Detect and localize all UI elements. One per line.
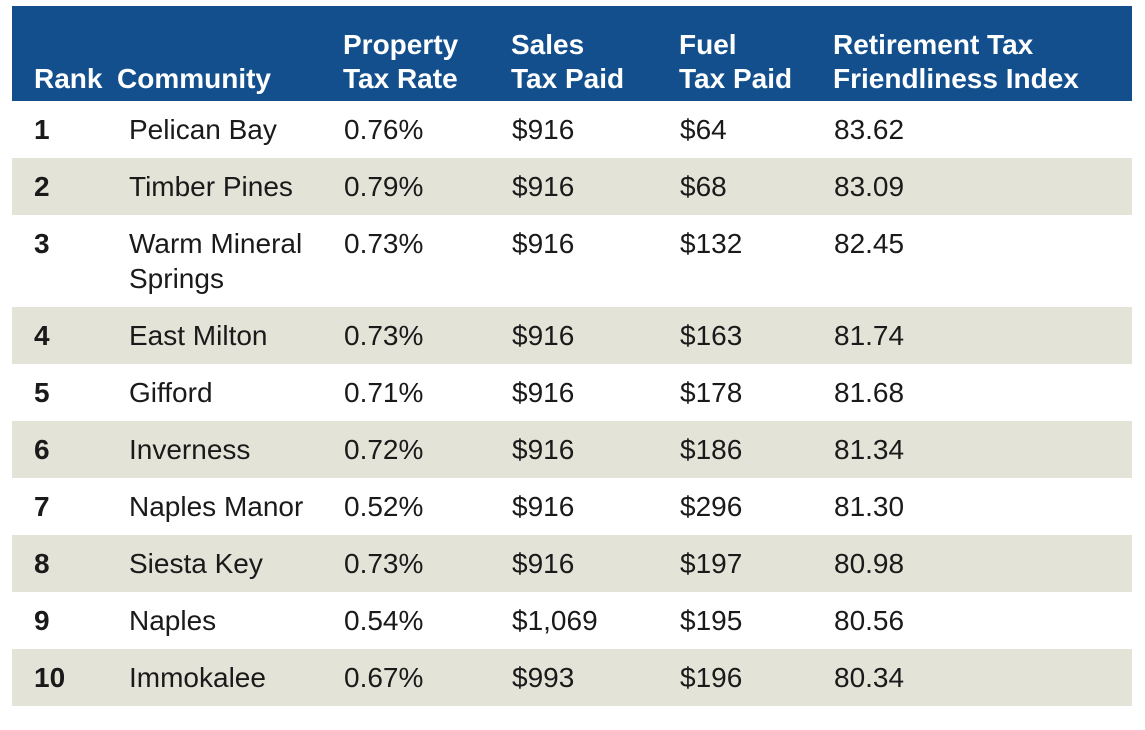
community-cell: Siesta Key	[129, 548, 263, 579]
table-row: 5 Gifford 0.71% $916 $178 81.68	[12, 364, 1132, 421]
property-tax-rate-cell: 0.73%	[344, 228, 424, 259]
fuel-tax-paid-cell: $132	[680, 228, 743, 259]
table-row: 7 Naples Manor 0.52% $916 $296 81.30	[12, 478, 1132, 535]
property-tax-rate-cell: 0.73%	[344, 320, 424, 351]
sales-tax-paid-cell: $916	[512, 171, 575, 202]
property-tax-rate-cell: 0.79%	[344, 171, 424, 202]
sales-tax-paid-cell: $916	[512, 377, 575, 408]
fuel-tax-paid-cell: $186	[680, 434, 743, 465]
fuel-tax-paid-cell: $197	[680, 548, 743, 579]
friendliness-index-cell: 81.30	[834, 491, 905, 522]
header-row: Rank Community Property Tax Rate Sales T…	[12, 6, 1132, 101]
sales-tax-paid-cell: $916	[512, 320, 575, 351]
rank-cell: 9	[34, 605, 50, 636]
property-tax-rate-cell: 0.71%	[344, 377, 424, 408]
sales-tax-paid-cell: $916	[512, 548, 575, 579]
header-community: Community	[117, 63, 271, 94]
community-cell: Warm Mineral Springs	[129, 228, 303, 294]
header-property-tax-rate: Property Tax Rate	[343, 29, 459, 94]
header-rank: Rank	[34, 63, 103, 94]
fuel-tax-paid-cell: $68	[680, 171, 727, 202]
rank-cell: 1	[34, 114, 50, 145]
property-tax-rate-cell: 0.73%	[344, 548, 424, 579]
table-row: 8 Siesta Key 0.73% $916 $197 80.98	[12, 535, 1132, 592]
fuel-tax-paid-cell: $163	[680, 320, 743, 351]
fuel-tax-paid-cell: $196	[680, 662, 743, 693]
table-row: 4 East Milton 0.73% $916 $163 81.74	[12, 307, 1132, 364]
table-row: 9 Naples 0.54% $1,069 $195 80.56	[12, 592, 1132, 649]
fuel-tax-paid-cell: $195	[680, 605, 743, 636]
community-cell: Timber Pines	[129, 171, 293, 202]
rank-cell: 8	[34, 548, 50, 579]
table-row: 2 Timber Pines 0.79% $916 $68 83.09	[12, 158, 1132, 215]
community-cell: Gifford	[129, 377, 213, 408]
friendliness-index-cell: 81.34	[834, 434, 905, 465]
friendliness-index-cell: 80.56	[834, 605, 905, 636]
table-row: 1 Pelican Bay 0.76% $916 $64 83.62	[12, 101, 1132, 158]
table-row: 3 Warm Mineral Springs 0.73% $916 $132 82…	[12, 215, 1132, 307]
rank-cell: 5	[34, 377, 50, 408]
fuel-tax-paid-cell: $64	[680, 114, 727, 145]
header-sales-tax-paid: Sales Tax Paid	[511, 29, 625, 94]
table-body: 1 Pelican Bay 0.76% $916 $64 83.62 2 Tim…	[12, 101, 1132, 706]
community-cell: Naples Manor	[129, 491, 304, 522]
table-row: 10 Immokalee 0.67% $993 $196 80.34	[12, 649, 1132, 706]
community-cell: Pelican Bay	[129, 114, 277, 145]
table-row: 6 Inverness 0.72% $916 $186 81.34	[12, 421, 1132, 478]
table-header: Rank Community Property Tax Rate Sales T…	[12, 6, 1132, 101]
property-tax-rate-cell: 0.54%	[344, 605, 424, 636]
sales-tax-paid-cell: $1,069	[512, 605, 598, 636]
rank-cell: 7	[34, 491, 50, 522]
friendliness-index-cell: 83.09	[834, 171, 905, 202]
sales-tax-paid-cell: $916	[512, 114, 575, 145]
rank-cell: 6	[34, 434, 50, 465]
friendliness-index-cell: 83.62	[834, 114, 905, 145]
sales-tax-paid-cell: $916	[512, 491, 575, 522]
rank-cell: 10	[34, 662, 66, 693]
friendliness-index-cell: 80.34	[834, 662, 905, 693]
friendliness-index-cell: 81.68	[834, 377, 905, 408]
header-friendliness-index: Retirement Tax Friendliness Index	[833, 29, 1079, 94]
community-cell: Immokalee	[129, 662, 266, 693]
property-tax-rate-cell: 0.76%	[344, 114, 424, 145]
property-tax-rate-cell: 0.72%	[344, 434, 424, 465]
community-cell: East Milton	[129, 320, 268, 351]
fuel-tax-paid-cell: $178	[680, 377, 743, 408]
property-tax-rate-cell: 0.67%	[344, 662, 424, 693]
rank-cell: 4	[34, 320, 50, 351]
rank-cell: 2	[34, 171, 50, 202]
friendliness-index-cell: 81.74	[834, 320, 905, 351]
header-fuel-tax-paid: Fuel Tax Paid	[679, 29, 793, 94]
sales-tax-paid-cell: $916	[512, 228, 575, 259]
fuel-tax-paid-cell: $296	[680, 491, 743, 522]
tax-table-container: Rank Community Property Tax Rate Sales T…	[12, 6, 1132, 706]
rank-cell: 3	[34, 228, 50, 259]
community-cell: Inverness	[129, 434, 251, 465]
community-cell: Naples	[129, 605, 217, 636]
sales-tax-paid-cell: $916	[512, 434, 575, 465]
friendliness-index-cell: 82.45	[834, 228, 905, 259]
retirement-tax-table: Rank Community Property Tax Rate Sales T…	[12, 6, 1132, 706]
sales-tax-paid-cell: $993	[512, 662, 575, 693]
friendliness-index-cell: 80.98	[834, 548, 905, 579]
property-tax-rate-cell: 0.52%	[344, 491, 424, 522]
